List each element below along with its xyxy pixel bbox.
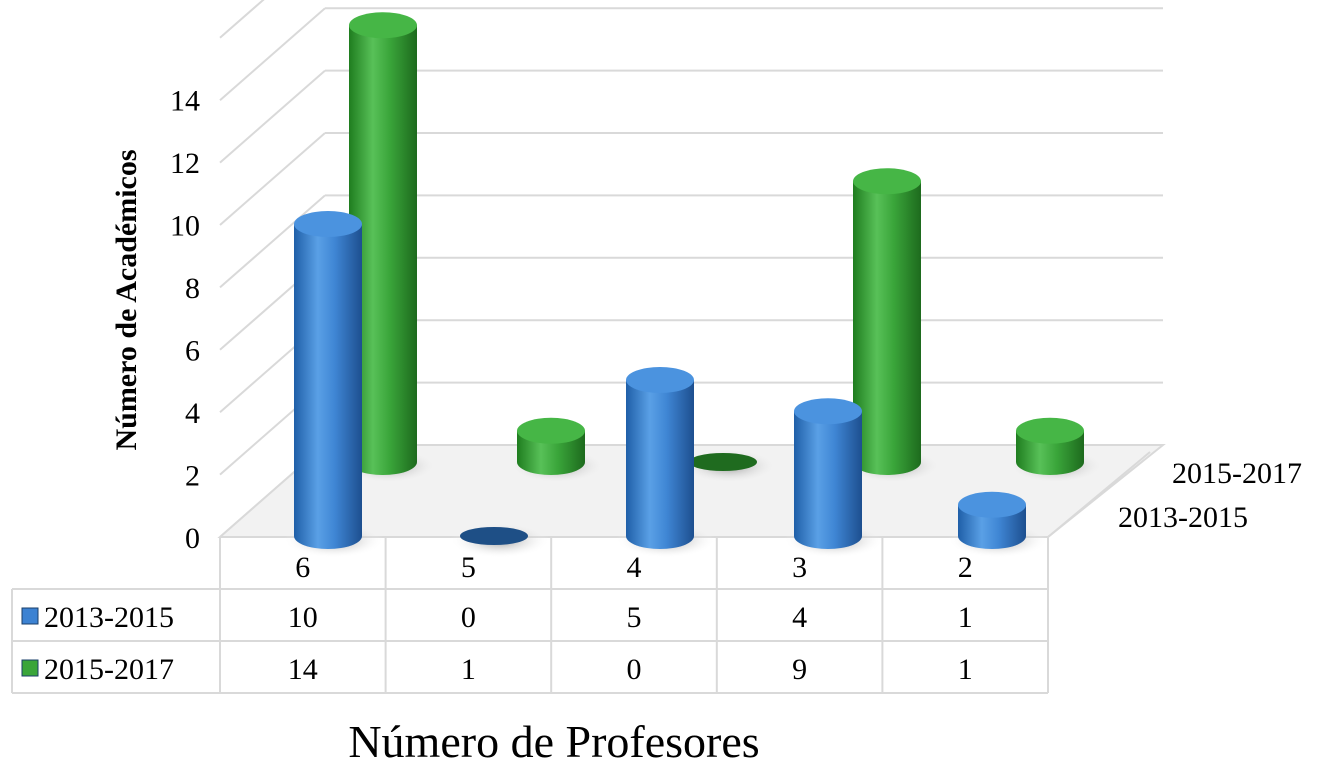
bar-2013-2015-2 — [948, 491, 1048, 558]
gridlines — [219, 0, 1163, 538]
table-value: 10 — [288, 601, 318, 634]
gridline-side — [219, 0, 265, 39]
gridline-side — [219, 194, 326, 289]
table-category-label: 2 — [958, 551, 973, 584]
y-tick-label: 12 — [170, 147, 200, 180]
bar-top — [853, 168, 921, 195]
legend-swatch — [21, 607, 39, 625]
series-2013-2015-bars — [284, 211, 1048, 558]
y-axis-ticks: 0 2 4 6 8 10 12 14 — [170, 85, 200, 556]
bar-2013-2015-4 — [616, 367, 716, 558]
table-value: 14 — [288, 653, 318, 686]
y-tick-label: 0 — [185, 522, 200, 555]
bar-body — [349, 25, 417, 475]
y-tick-label: 6 — [185, 335, 200, 368]
series-2015-2017-bars — [339, 12, 1106, 484]
table-category-label: 3 — [792, 551, 807, 584]
table-value: 0 — [627, 653, 642, 686]
bar-2013-2015-5 — [450, 522, 550, 558]
depth-label-series-1: 2013-2015 — [1118, 501, 1248, 534]
bar-2015-2017-6 — [339, 12, 439, 484]
table-value: 4 — [792, 601, 807, 634]
x-axis-title: Número de Profesores — [348, 716, 759, 763]
bar-zero-disc — [689, 453, 757, 471]
bar-zero-disc — [460, 527, 528, 545]
bar-2013-2015-6 — [284, 211, 384, 558]
bar-body — [294, 224, 362, 549]
table-value: 1 — [958, 601, 973, 634]
depth-label-series-2: 2015-2017 — [1172, 457, 1302, 490]
y-tick-label: 8 — [185, 272, 200, 305]
table-category-label: 5 — [461, 551, 476, 584]
bar-top — [517, 417, 585, 444]
table-series-name: 2015-2017 — [44, 653, 174, 686]
y-tick-label: 2 — [185, 460, 200, 493]
table-value: 9 — [792, 653, 807, 686]
table-category-label: 6 — [295, 551, 310, 584]
bar-2015-2017-3 — [843, 168, 943, 484]
table-value: 1 — [958, 653, 973, 686]
bar-top — [349, 12, 417, 39]
bar-top — [794, 398, 862, 425]
table-series-name: 2013-2015 — [44, 601, 174, 634]
floor-right-edge — [1047, 451, 1151, 538]
bar-2015-2017-4 — [679, 448, 779, 484]
bar-2015-2017-5 — [507, 417, 607, 484]
table-category-label: 4 — [627, 551, 642, 584]
bar-2013-2015-3 — [784, 398, 884, 558]
table-value: 0 — [461, 601, 476, 634]
y-tick-label: 10 — [170, 210, 200, 243]
legend-swatch — [21, 659, 39, 677]
y-axis-title: Número de Académicos — [110, 149, 143, 450]
table-value: 1 — [461, 653, 476, 686]
bar-body — [626, 380, 694, 549]
bar-body — [853, 181, 921, 475]
gridline-side — [219, 69, 326, 164]
bar-2015-2017-2 — [1006, 417, 1106, 484]
y-tick-label: 14 — [170, 85, 200, 118]
bar-top — [958, 491, 1026, 518]
bar-top — [626, 367, 694, 393]
gridline-side — [219, 7, 326, 101]
table-value: 5 — [627, 601, 642, 634]
bar-top — [1016, 417, 1084, 444]
bar-top — [294, 211, 362, 237]
gridline-side — [219, 132, 326, 226]
y-tick-label: 4 — [185, 397, 200, 430]
bar-body — [794, 411, 862, 549]
